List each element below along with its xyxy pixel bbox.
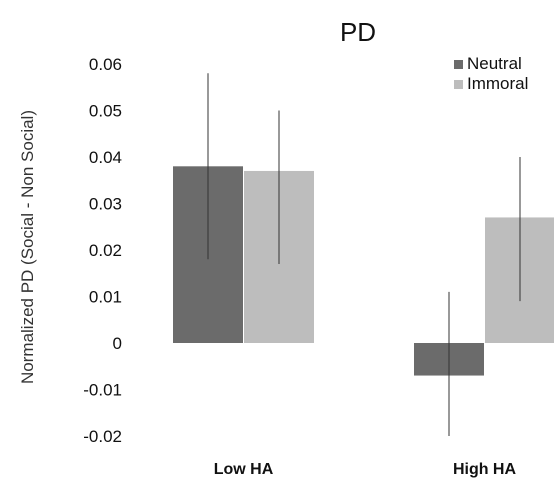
category-label: High HA [453, 461, 517, 478]
y-tick-label: -0.02 [83, 427, 122, 446]
y-tick-label: 0.04 [89, 148, 122, 167]
y-tick-label: 0.06 [89, 55, 122, 74]
y-tick-label: 0.02 [89, 241, 122, 260]
legend-swatch-neutral [454, 60, 463, 69]
y-tick-label: 0.01 [89, 288, 122, 307]
y-axis-label: Normalized PD (Social - Non Social) [18, 110, 37, 384]
chart-title: PD [340, 17, 376, 47]
y-tick-label: -0.01 [83, 381, 122, 400]
y-tick-label: 0.05 [89, 102, 122, 121]
error-bars [207, 73, 521, 436]
y-tick-label: 0.03 [89, 195, 122, 214]
y-axis-ticks: -0.02 -0.01 0 0.01 0.02 0.03 0.04 0.05 0.06 [83, 55, 122, 446]
y-tick-label: 0 [113, 334, 122, 353]
bars [173, 166, 554, 376]
legend-swatch-immoral [454, 80, 463, 89]
category-label: Low HA [214, 461, 274, 478]
category-labels: Low HA High HA [214, 461, 517, 478]
legend-label-immoral: Immoral [467, 74, 528, 93]
legend-label-neutral: Neutral [467, 54, 522, 73]
